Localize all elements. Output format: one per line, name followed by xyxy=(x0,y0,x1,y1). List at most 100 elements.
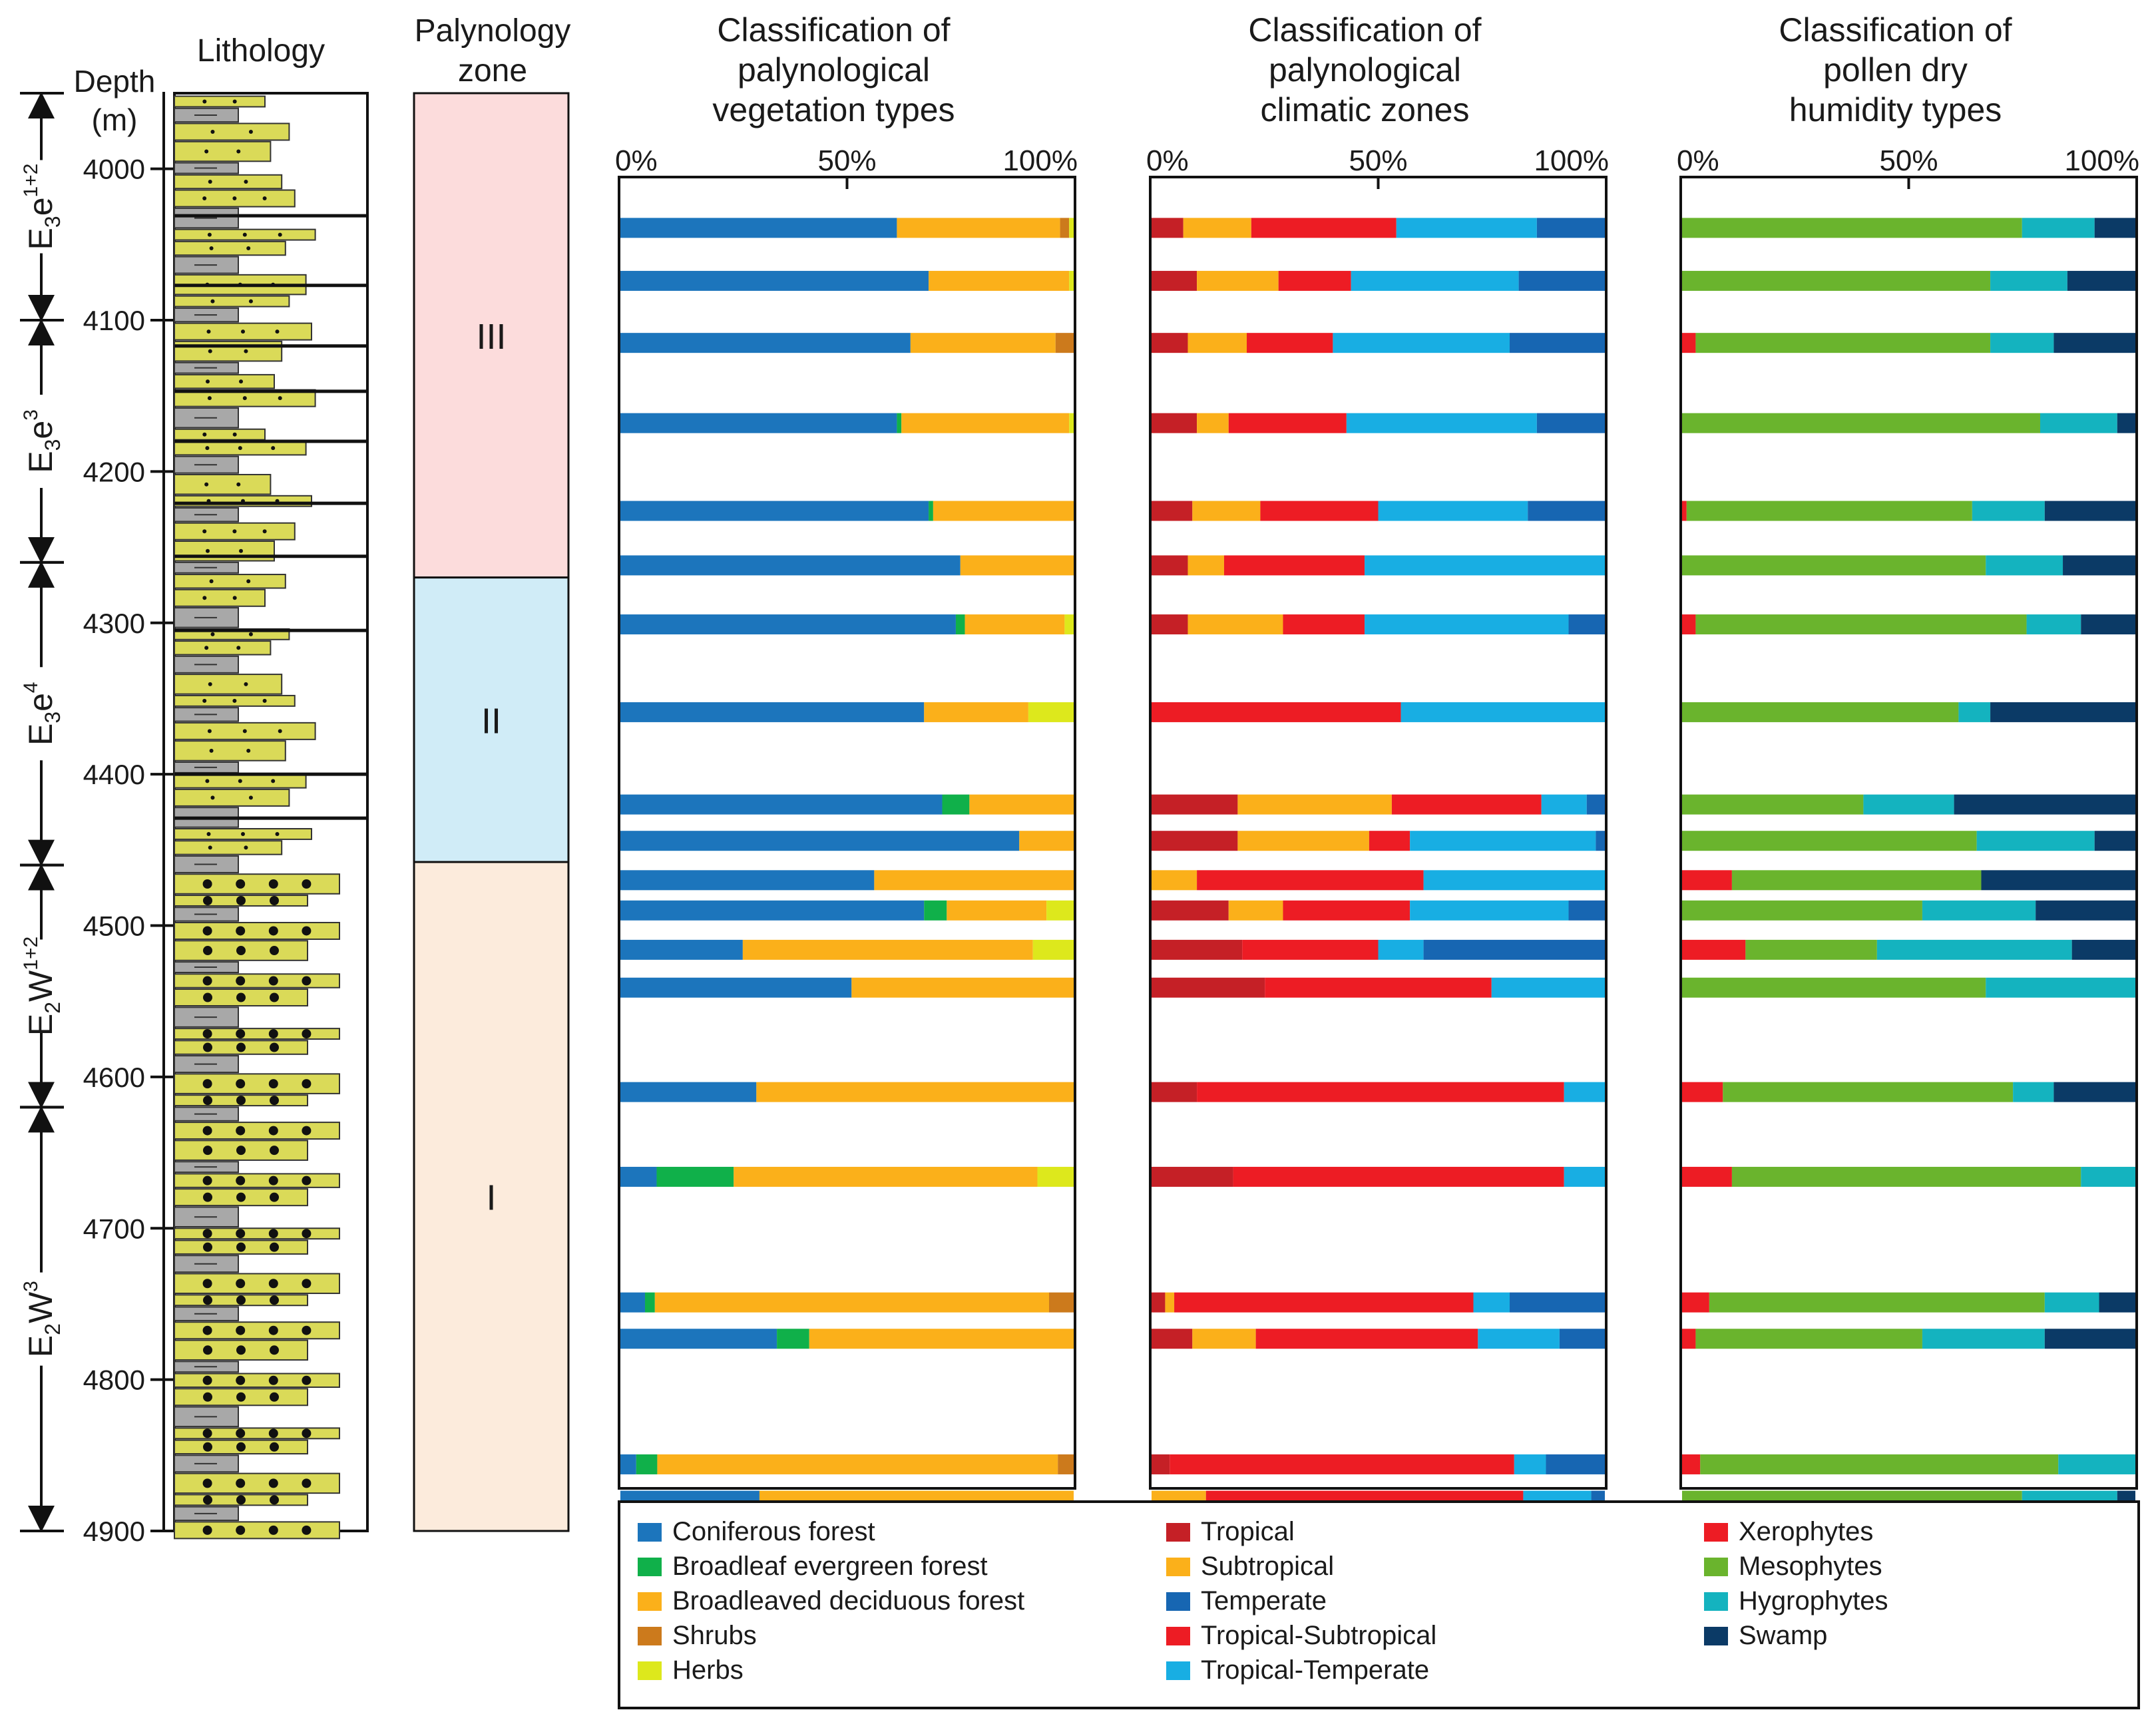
lithology-grain-dot xyxy=(236,1478,246,1488)
legend-label: Mesophytes xyxy=(1739,1552,1882,1581)
lithology-grain-dot xyxy=(208,682,212,686)
bar-shrubs xyxy=(1060,218,1070,238)
lithology-grain-dot xyxy=(206,548,210,553)
lithology-grain-dot xyxy=(270,992,279,1002)
lithology-grain-dot xyxy=(246,246,251,251)
legend-label: Tropical-Temperate xyxy=(1201,1655,1429,1685)
lithology-grain-dot xyxy=(244,349,248,353)
bar-swamp xyxy=(1981,870,2135,891)
lithology-grain-dot xyxy=(302,926,312,936)
depth-tick-label: 4300 xyxy=(83,608,145,639)
bar-coniferous-forest xyxy=(620,1082,757,1102)
lithology-sandstone-bed xyxy=(174,1427,340,1440)
bar-shrubs xyxy=(1048,1292,1074,1313)
lithology-grain-dot xyxy=(236,992,246,1002)
bar-temperate xyxy=(1546,1454,1605,1474)
panel-axis-tick-label: 0% xyxy=(615,144,658,177)
lithology-grain-dot xyxy=(248,299,253,304)
panel-title: Classification of xyxy=(1248,11,1481,49)
lithology-grain-dot xyxy=(202,1229,212,1239)
bar-broadleaved-deciduous-forest xyxy=(969,794,1074,815)
bar-tropical-temperate xyxy=(1401,702,1605,722)
bar-hygrophytes xyxy=(1990,333,2054,353)
panel-axis-tick-label: 50% xyxy=(817,144,876,177)
bar-broadleaved-deciduous-forest xyxy=(654,1292,1049,1313)
lithology-grain-dot xyxy=(268,879,278,889)
legend-swatch xyxy=(638,1592,662,1611)
lithology-grain-dot xyxy=(202,1126,212,1136)
bar-broadleaved-deciduous-forest xyxy=(657,1454,1058,1474)
bar-subtropical xyxy=(1165,1292,1175,1313)
bar-tropical xyxy=(1152,1454,1170,1474)
bar-broadleaved-deciduous-forest xyxy=(742,939,1033,960)
bar-shrubs xyxy=(1058,1454,1074,1474)
lithology-grain-dot xyxy=(203,1192,212,1202)
bar-tropical xyxy=(1152,939,1243,960)
lithology-grain-dot xyxy=(302,1176,312,1185)
lithology-sandstone-bed xyxy=(174,1373,340,1389)
lithology-grain-dot xyxy=(210,795,215,800)
lithology-sandstone-bed xyxy=(174,1472,340,1494)
bar-tropical-subtropical xyxy=(1255,1329,1478,1349)
bar-swamp xyxy=(1954,794,2135,815)
bar-broadleaved-deciduous-forest xyxy=(851,977,1074,998)
bar-hygrophytes xyxy=(1922,900,2036,921)
lithology-grain-dot xyxy=(202,99,207,104)
bar-tropical xyxy=(1152,1082,1197,1102)
legend-frame xyxy=(618,1500,2140,1709)
lithology-grain-dot xyxy=(268,1375,278,1385)
lithology-grain-dot xyxy=(203,1096,212,1106)
bar-broadleaf-evergreen-forest xyxy=(777,1329,809,1349)
bar-subtropical xyxy=(1187,614,1283,635)
lithology-grain-dot xyxy=(236,482,241,487)
panel-axis-tick-label: 0% xyxy=(1677,144,1719,177)
lithology-grain-dot xyxy=(236,926,246,936)
bar-mesophytes xyxy=(1682,831,1977,851)
bar-herbs xyxy=(1069,270,1074,291)
bar-hygrophytes xyxy=(1986,555,2063,576)
bar-tropical-temperate xyxy=(1410,831,1596,851)
bar-coniferous-forest xyxy=(620,977,852,998)
bar-hygrophytes xyxy=(1972,501,2045,521)
bar-tropical xyxy=(1152,1166,1233,1187)
formation-label: E3e3 xyxy=(20,409,65,473)
lithology-grain-dot xyxy=(210,299,215,304)
bar-subtropical xyxy=(1152,870,1197,891)
bar-hygrophytes xyxy=(2058,1454,2135,1474)
bar-tropical-subtropical xyxy=(1260,501,1379,521)
lithology-grain-dot xyxy=(244,845,248,850)
lithology-sandstone-bed xyxy=(174,674,283,695)
lithology-grain-dot xyxy=(236,1192,246,1202)
lithology-grain-dot xyxy=(203,1345,212,1355)
bar-hygrophytes xyxy=(1986,977,2135,998)
bar-subtropical xyxy=(1228,900,1283,921)
lithology-grain-dot xyxy=(202,529,207,534)
legend-label: Hygrophytes xyxy=(1739,1586,1888,1615)
legend-label: Xerophytes xyxy=(1739,1517,1873,1546)
lithology-grain-dot xyxy=(236,1146,246,1156)
lithology-grain-dot xyxy=(202,1428,212,1438)
bar-swamp xyxy=(1990,702,2135,722)
bar-shrubs xyxy=(1055,333,1074,353)
bar-temperate xyxy=(1536,218,1605,238)
lithology-grain-dot xyxy=(278,729,282,734)
bar-hygrophytes xyxy=(2044,1292,2099,1313)
lithology-sandstone-bed xyxy=(174,574,286,589)
lithology-grain-dot xyxy=(236,976,246,986)
bar-subtropical xyxy=(1237,831,1369,851)
lithology-grain-dot xyxy=(302,1079,312,1089)
bar-mesophytes xyxy=(1682,900,1922,921)
bar-tropical-temperate xyxy=(1541,794,1587,815)
lithology-sandstone-bed xyxy=(174,140,272,162)
lithology-grain-dot xyxy=(278,232,282,237)
lithology-grain-dot xyxy=(236,646,241,650)
bar-temperate xyxy=(1536,413,1605,433)
bar-tropical-temperate xyxy=(1423,870,1605,891)
depth-tick-label: 4000 xyxy=(83,154,145,185)
bar-broadleaved-deciduous-forest xyxy=(924,702,1028,722)
legend-swatch xyxy=(1704,1592,1728,1611)
lithology-sandstone-bed xyxy=(174,788,290,807)
classification-panels: Classification ofpalynologicalvegetation… xyxy=(615,11,2139,1511)
bar-tropical-subtropical xyxy=(1265,977,1492,998)
lithology-sandstone-bed xyxy=(174,973,340,988)
